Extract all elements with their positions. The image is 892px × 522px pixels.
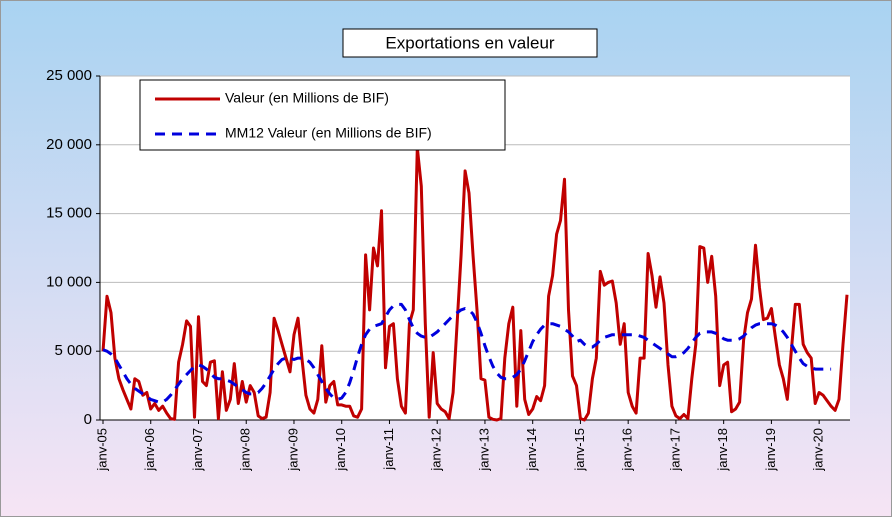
x-tick-label: janv-09: [285, 428, 300, 472]
x-tick-label: janv-13: [476, 428, 491, 472]
x-tick-label: janv-15: [572, 428, 587, 472]
x-tick-label: janv-19: [763, 428, 778, 472]
y-tick-label: 0: [84, 411, 92, 428]
y-tick-label: 5 000: [54, 342, 92, 359]
x-tick-label: janv-17: [667, 428, 682, 472]
chart-title: Exportations en valeur: [385, 33, 554, 52]
x-tick-label: janv-14: [524, 428, 539, 472]
y-tick-label: 15 000: [46, 205, 92, 222]
y-tick-label: 25 000: [46, 67, 92, 84]
y-tick-label: 20 000: [46, 136, 92, 153]
title-box: [342, 28, 598, 58]
series-line: [102, 302, 832, 404]
x-tick-label: janv-10: [333, 428, 348, 472]
x-tick-label: janv-08: [238, 428, 253, 472]
legend-label: MM12 Valeur (en Millions de BIF): [225, 125, 432, 141]
x-tick-label: janv-18: [715, 428, 730, 472]
legend-label: Valeur (en Millions de BIF): [225, 90, 389, 106]
y-tick-label: 10 000: [46, 273, 92, 290]
x-tick-label: janv-12: [429, 428, 444, 472]
x-tick-label: janv-16: [620, 428, 635, 472]
x-tick-label: janv-20: [811, 428, 826, 472]
legend-box: [139, 79, 506, 151]
x-tick-label: janv-11: [381, 428, 396, 471]
x-tick-label: janv-07: [190, 428, 205, 472]
series-line: [101, 146, 849, 422]
x-tick-label: janv-06: [142, 428, 157, 472]
x-tick-label: janv-05: [94, 428, 109, 472]
